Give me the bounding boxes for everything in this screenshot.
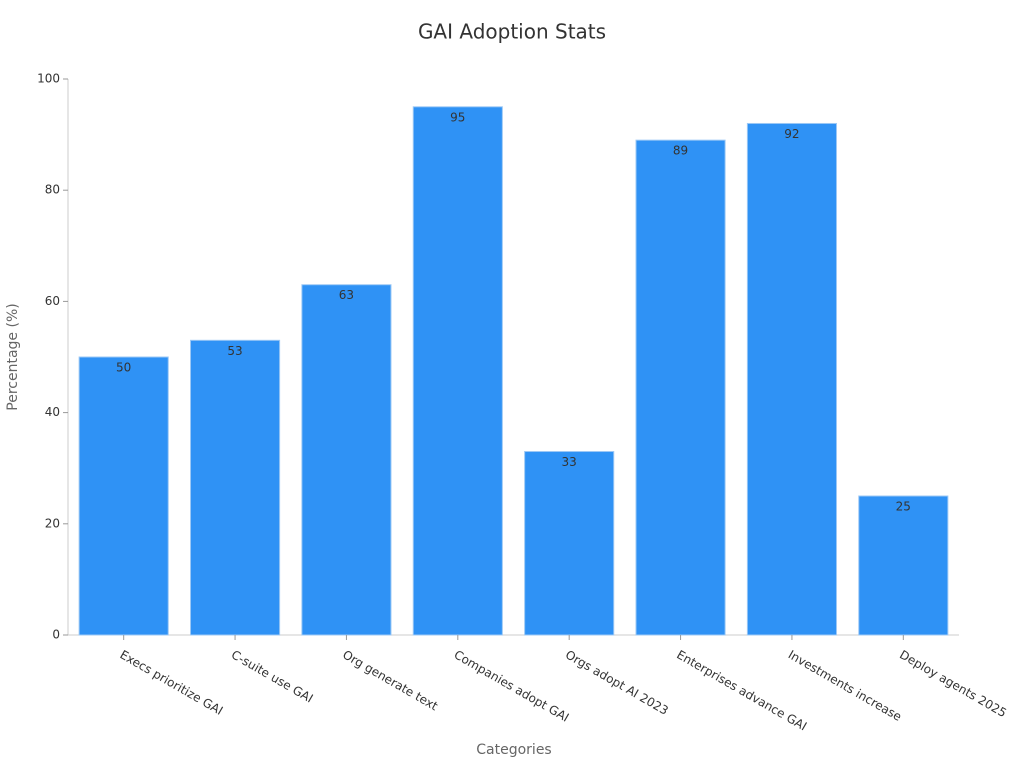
- x-axis-title: Categories: [476, 742, 551, 758]
- bar: [190, 339, 281, 636]
- y-tick-label: 80: [45, 183, 60, 197]
- bar: [524, 451, 615, 636]
- bar: [635, 139, 726, 636]
- y-axis-title: Percentage (%): [5, 303, 21, 410]
- x-tick-label: C-suite use GAI: [229, 648, 316, 706]
- value-label: 63: [339, 288, 354, 302]
- bar: [746, 122, 837, 636]
- value-label: 25: [896, 500, 911, 514]
- x-tick-label: Companies adopt GAI: [452, 648, 572, 725]
- x-tick-label: Orgs adopt AI 2023: [563, 648, 671, 718]
- y-tick-label: 40: [45, 405, 60, 419]
- y-tick-label: 0: [52, 628, 60, 642]
- bar: [301, 284, 392, 636]
- x-tick-label: Investments increase: [786, 648, 904, 724]
- value-label: 53: [227, 344, 242, 358]
- value-label: 89: [673, 144, 688, 158]
- value-label: 92: [784, 127, 799, 141]
- x-tick-label: Execs prioritize GAI: [117, 648, 225, 718]
- bar: [78, 356, 169, 636]
- value-label: 33: [562, 455, 577, 469]
- y-tick-label: 20: [45, 516, 60, 530]
- y-tick-label: 60: [45, 294, 60, 308]
- x-tick-label: Deploy agents 2025: [897, 648, 1009, 721]
- x-tick-label: Org generate text: [340, 648, 440, 714]
- chart-title: GAI Adoption Stats: [418, 20, 606, 44]
- y-tick-label: 100: [37, 72, 60, 86]
- value-label: 95: [450, 110, 465, 124]
- value-label: 50: [116, 361, 131, 375]
- bar: [412, 106, 503, 636]
- bar: [858, 495, 949, 636]
